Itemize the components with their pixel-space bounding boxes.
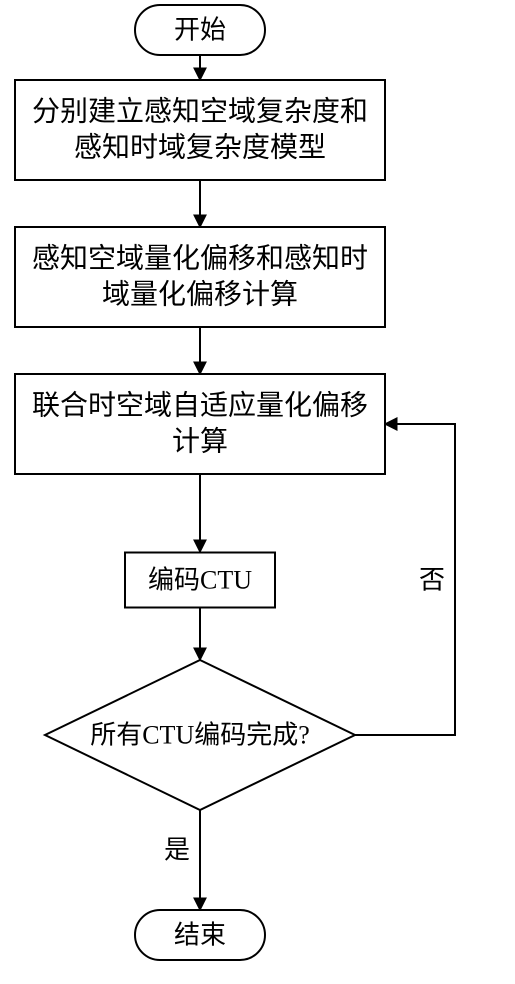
node-step2: 感知空域量化偏移和感知时域量化偏移计算 bbox=[15, 227, 385, 327]
node-step3: 联合时空域自适应量化偏移计算 bbox=[15, 374, 385, 474]
node-step3-line-1: 计算 bbox=[172, 426, 228, 458]
node-step3-line-0: 联合时空域自适应量化偏移 bbox=[32, 390, 368, 422]
edge-label-6: 否 bbox=[419, 566, 445, 595]
flowchart-canvas: 是否 开始分别建立感知空域复杂度和感知时域复杂度模型感知空域量化偏移和感知时域量… bbox=[0, 0, 515, 984]
node-end-label: 结束 bbox=[174, 921, 226, 950]
node-start-label: 开始 bbox=[174, 16, 226, 45]
node-decision: 所有CTU编码完成? bbox=[45, 660, 355, 810]
edge-label-5: 是 bbox=[164, 836, 190, 865]
node-encode: 编码CTU bbox=[125, 553, 275, 608]
node-encode-line-0: 编码CTU bbox=[148, 566, 252, 595]
node-step2-line-1: 域量化偏移计算 bbox=[102, 279, 298, 311]
node-decision-label: 所有CTU编码完成? bbox=[90, 721, 310, 750]
node-start: 开始 bbox=[135, 5, 265, 55]
node-step1: 分别建立感知空域复杂度和感知时域复杂度模型 bbox=[15, 80, 385, 180]
node-end: 结束 bbox=[135, 910, 265, 960]
node-step1-line-0: 分别建立感知空域复杂度和 bbox=[32, 96, 368, 128]
node-step2-line-0: 感知空域量化偏移和感知时 bbox=[32, 243, 368, 275]
node-step1-line-1: 感知时域复杂度模型 bbox=[74, 132, 326, 164]
